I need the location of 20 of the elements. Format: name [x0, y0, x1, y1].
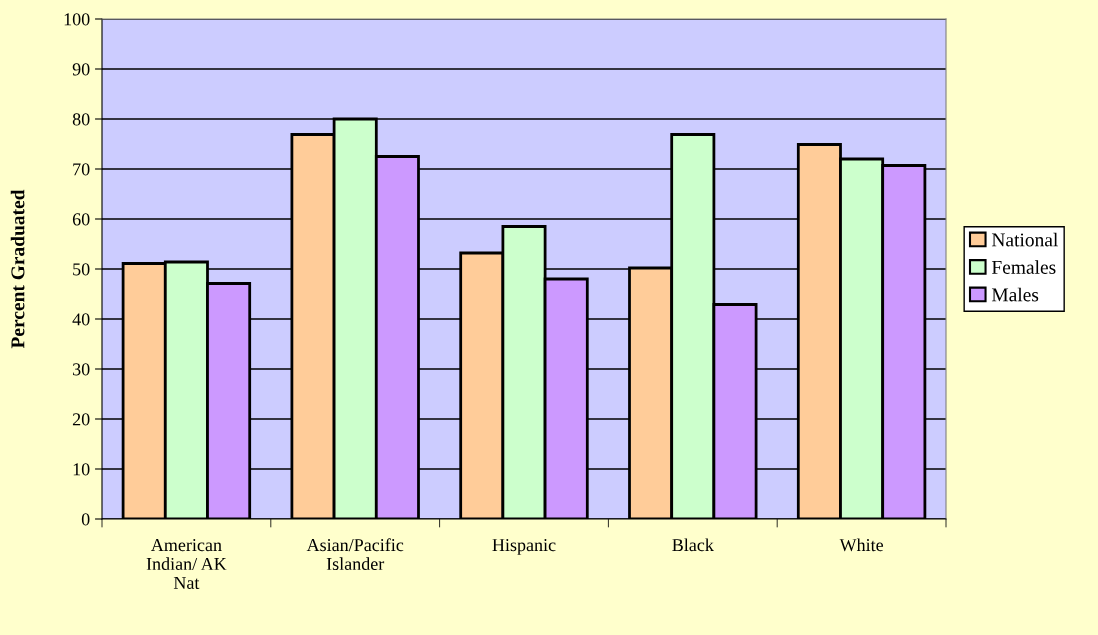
y-tick-label: 20	[72, 413, 90, 426]
y-tick-label: 80	[72, 113, 90, 126]
x-tick-label: Asian/Pacific Islander	[306, 538, 404, 571]
y-tick-label: 60	[72, 213, 90, 226]
y-tick-label: 50	[73, 263, 90, 276]
legend-label: Females	[991, 260, 1056, 274]
x-tick-label: Hispanic	[492, 539, 556, 555]
y-tick-label: 0	[81, 513, 90, 526]
y-tick-label: 10	[73, 463, 90, 476]
y-axis-title: Percent Graduated	[10, 189, 25, 349]
y-tick-label: 70	[73, 163, 90, 176]
legend-label: National	[991, 232, 1058, 247]
legend-label: Males	[991, 287, 1039, 302]
y-tick-label: 90	[72, 63, 90, 76]
x-tick-label: Black	[672, 538, 714, 552]
y-tick-label: 30	[73, 363, 90, 376]
y-tick-label: 100	[64, 13, 90, 26]
y-tick-label: 40	[72, 313, 90, 326]
x-tick-label: White	[839, 538, 884, 552]
x-tick-label: American Indian/ AK Nat	[146, 539, 227, 589]
